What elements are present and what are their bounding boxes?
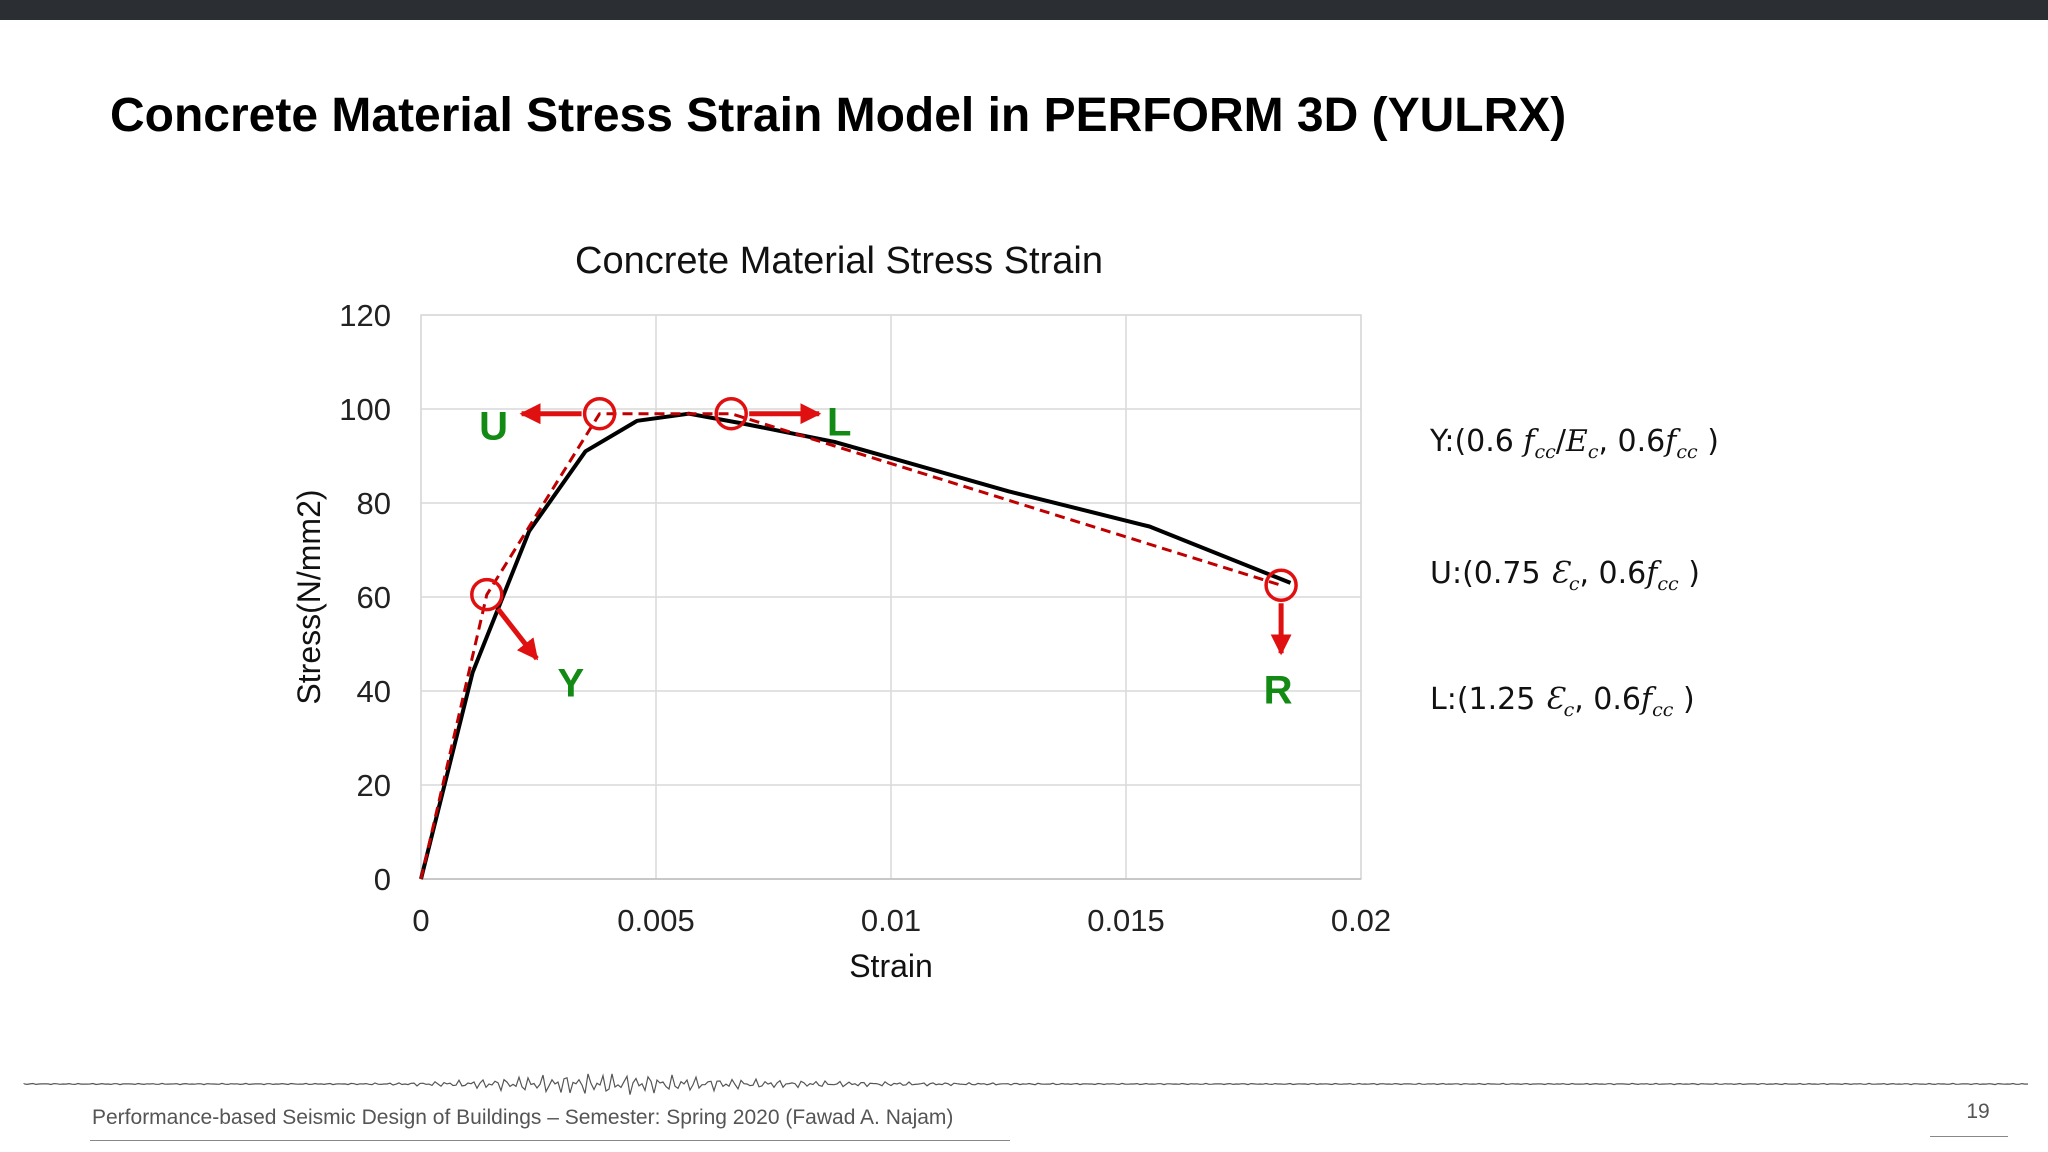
footer-text: Performance-based Seismic Design of Buil… bbox=[92, 1106, 954, 1129]
x-tick-label: 0.01 bbox=[861, 903, 921, 938]
window-top-bar bbox=[0, 0, 2048, 20]
y-tick-label: 20 bbox=[357, 768, 391, 803]
slide-title: Concrete Material Stress Strain Model in… bbox=[110, 89, 1567, 142]
x-tick-label: 0 bbox=[412, 903, 429, 938]
point-l-marker bbox=[714, 396, 748, 431]
x-tick-label: 0.02 bbox=[1331, 903, 1391, 938]
formula-l: L:(1.25 Ɛc, 0.6fcc ) bbox=[1430, 682, 1695, 721]
point-y-marker bbox=[470, 577, 504, 612]
actual-stress-strain-curve bbox=[419, 411, 1292, 880]
point-y-arrow bbox=[495, 607, 539, 661]
x-axis-title: Strain bbox=[849, 948, 933, 984]
y-axis-title: Stress(N/mm2) bbox=[291, 489, 327, 704]
y-tick-label: 60 bbox=[357, 580, 391, 615]
page-number: 19 bbox=[1966, 1100, 1990, 1123]
formula-u: U:(0.75 Ɛc, 0.6fcc ) bbox=[1430, 556, 1700, 595]
point-u-marker bbox=[582, 396, 617, 431]
formula-y: Y:(0.6 fcc/Ec, 0.6fcc ) bbox=[1430, 424, 1719, 463]
idealized-ylurx-curve bbox=[419, 412, 1282, 880]
point-u-label: U bbox=[479, 405, 508, 449]
footer-underline bbox=[90, 1140, 1010, 1141]
x-tick-label: 0.005 bbox=[617, 903, 695, 938]
point-y-label: Y bbox=[557, 662, 584, 706]
point-l-label: L bbox=[827, 401, 851, 445]
y-tick-label: 0 bbox=[374, 862, 391, 897]
y-tick-label: 40 bbox=[357, 674, 391, 709]
chart-title: Concrete Material Stress Strain bbox=[575, 240, 1103, 282]
x-tick-label: 0.015 bbox=[1087, 903, 1165, 938]
y-tick-label: 120 bbox=[339, 298, 391, 333]
y-tick-label: 80 bbox=[357, 486, 391, 521]
page-number-underline bbox=[1930, 1136, 2008, 1137]
point-r-marker bbox=[1264, 568, 1298, 602]
y-tick-label: 100 bbox=[339, 392, 391, 427]
point-r-label: R bbox=[1264, 668, 1293, 712]
seismogram-divider bbox=[23, 1073, 2029, 1095]
